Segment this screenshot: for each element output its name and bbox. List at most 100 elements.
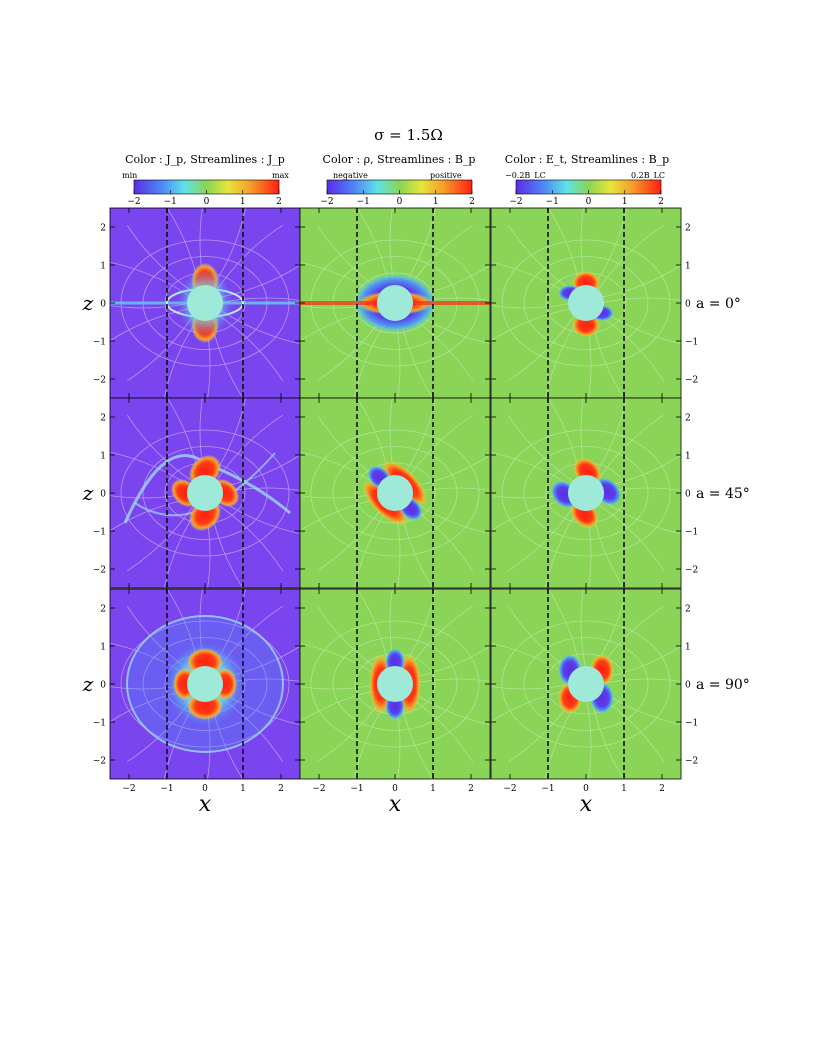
z-tick-label: −1	[93, 719, 106, 729]
z-tick-label: −1	[93, 338, 106, 348]
z-tick-label: 1	[100, 262, 106, 272]
z-tick-label: −2	[685, 566, 698, 576]
colorbar-tick-label: −2	[127, 197, 140, 207]
colorbar-max-label-rho: positive	[430, 171, 462, 180]
panels-grid	[109, 207, 682, 780]
panel-r1-c1	[109, 207, 301, 399]
z-tick-label: 2	[685, 605, 691, 615]
colorbar-title-et: Color : E_t, Streamlines : B_p	[504, 153, 670, 166]
streamline	[580, 589, 587, 671]
z-tick-label: 1	[685, 452, 691, 462]
star	[567, 474, 605, 512]
colorbar-tick-label: −1	[357, 197, 370, 207]
colorbar-tick-label: 2	[276, 197, 282, 207]
row-label: a = 45°	[696, 486, 750, 502]
panel-r1-c3	[490, 207, 682, 399]
streamline	[585, 697, 592, 779]
colorbar-min-label-rho: negative	[333, 171, 368, 180]
streamline	[214, 502, 284, 572]
streamline	[214, 414, 284, 484]
panel-content	[491, 589, 681, 779]
star	[376, 474, 414, 512]
x-axis-label: x	[199, 792, 212, 817]
streamline	[507, 312, 577, 382]
colorbar-tick-label: −2	[509, 197, 522, 207]
z-tick-label: −2	[685, 757, 698, 767]
x-tick-label: −1	[350, 784, 363, 794]
panel-r2-c3	[490, 397, 682, 589]
z-tick-label: 2	[100, 605, 106, 615]
streamline	[120, 429, 290, 557]
z-axis-label: z	[82, 672, 94, 696]
x-tick-label: −1	[541, 784, 554, 794]
x-axis-label: x	[389, 792, 402, 817]
streamline	[491, 307, 574, 342]
x-tick-label: 0	[392, 784, 398, 794]
star	[186, 284, 224, 322]
x-tick-label: 1	[430, 784, 436, 794]
x-tick-label: −1	[160, 784, 173, 794]
colorbar-1: −2 −1 0 1 2	[127, 179, 282, 207]
z-tick-label: 0	[685, 300, 691, 310]
streamline	[332, 637, 458, 731]
z-tick-label: 2	[100, 224, 106, 234]
z-tick-label: 0	[100, 300, 106, 310]
x-tick-label: 2	[468, 784, 474, 794]
streamline	[599, 297, 681, 304]
star	[567, 665, 605, 703]
x-tick-label: 0	[583, 784, 589, 794]
streamline	[595, 502, 665, 572]
colorbar-tick-label: 0	[204, 197, 210, 207]
panel-content	[110, 398, 300, 588]
axis-text: −2 −2 −1 −1 0 0 1 1 2 2 z a = 0° −2 −2 −1 −1 0 0 1 1 2 2 z a = …	[82, 224, 750, 818]
z-tick-label: −1	[93, 528, 106, 538]
streamline	[523, 637, 649, 731]
star	[376, 284, 414, 322]
x-tick-label: 2	[278, 784, 284, 794]
colorbar-tick-label: −1	[546, 197, 559, 207]
colorbar-2: −2 −1 0 1 2	[320, 179, 475, 207]
colorbars: −2 −1 0 1 2 −2 −1 0 1 2 −2 −1 0 1 2	[127, 179, 664, 207]
streamline	[598, 264, 681, 299]
panel-r1-c2	[299, 207, 491, 399]
x-tick-label: 1	[240, 784, 246, 794]
colorbar-tick-label: 0	[586, 197, 592, 207]
colorbar-min-label-jp: min	[122, 171, 138, 180]
colorbar-tick-label: −1	[164, 197, 177, 207]
streamline	[310, 620, 480, 748]
x-tick-label: 0	[202, 784, 208, 794]
colorbar-tick-label: 1	[240, 197, 246, 207]
streamline	[120, 620, 290, 748]
streamline	[310, 429, 480, 557]
current-sheet	[126, 615, 284, 753]
streamline	[501, 429, 671, 557]
panel-r3-c1	[109, 588, 301, 780]
z-tick-label: 2	[685, 414, 691, 424]
z-tick-label: 2	[685, 224, 691, 234]
z-tick-label: 0	[100, 681, 106, 691]
streamline	[595, 224, 665, 294]
colorbar-title-rho: Color : ρ, Streamlines : B_p	[322, 153, 476, 166]
star	[567, 284, 605, 322]
z-tick-label: 1	[100, 643, 106, 653]
z-tick-label: 0	[100, 490, 106, 500]
panel-content	[491, 208, 681, 398]
streamline	[491, 302, 573, 309]
z-tick-label: −1	[685, 719, 698, 729]
z-tick-label: 0	[685, 681, 691, 691]
colorbar-max-label-jp: max	[272, 171, 289, 180]
panel-content	[300, 398, 490, 588]
panel-r2-c1	[109, 397, 301, 589]
z-tick-label: 0	[685, 490, 691, 500]
star	[186, 474, 224, 512]
colorbar-min-label-et: −0.2B_LC	[505, 171, 546, 180]
z-axis-label: z	[82, 291, 94, 315]
panel-r3-c3	[490, 588, 682, 780]
panel-content	[110, 208, 300, 398]
row-label: a = 90°	[696, 677, 750, 693]
panel-content	[491, 398, 681, 588]
z-tick-label: −1	[685, 528, 698, 538]
x-tick-label: −2	[122, 784, 135, 794]
streamline	[545, 653, 627, 715]
